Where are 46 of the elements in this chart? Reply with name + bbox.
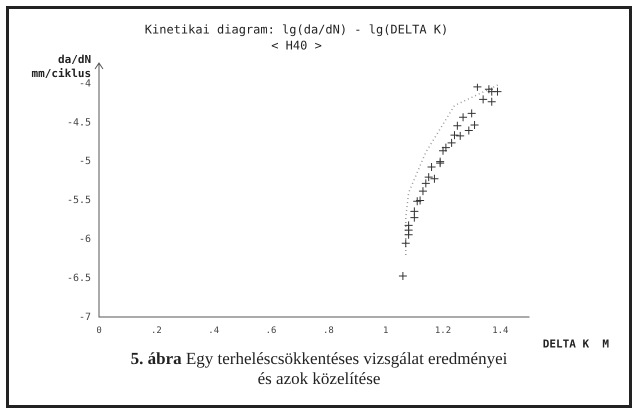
point bbox=[464, 126, 474, 135]
y-tick-label: -6.5 bbox=[66, 272, 92, 284]
text: 5. ábra Egy terheléscsökkentéses vizsgálat eredményei és azok közelítése bbox=[130, 349, 508, 389]
point bbox=[467, 108, 476, 118]
y-tick-label: -4.5 bbox=[66, 117, 92, 128]
chart-subtitle: < H40 > bbox=[271, 38, 322, 53]
x-tick-label: .8 bbox=[322, 326, 334, 336]
y-tick-label: -5 bbox=[79, 156, 92, 168]
point bbox=[452, 121, 462, 130]
x-tick-label: .6 bbox=[266, 326, 276, 336]
x-tick-label: 0 bbox=[96, 326, 102, 336]
x-tick-label: 1.2 bbox=[434, 326, 452, 336]
y-tick-label: -6 bbox=[79, 234, 92, 245]
point bbox=[492, 87, 502, 96]
point bbox=[458, 112, 468, 122]
x-tick-label: .2 bbox=[150, 326, 162, 336]
chart-title: Kinetikai diagram: lg(da/dN) - lg(DELTA K) bbox=[144, 22, 448, 36]
y-tick-label: -4 bbox=[79, 78, 92, 90]
point bbox=[410, 213, 419, 222]
point bbox=[487, 97, 496, 106]
y-tick-label: -7 bbox=[79, 312, 92, 323]
point bbox=[398, 271, 408, 280]
x-tick-label: 1.4 bbox=[492, 326, 508, 336]
point bbox=[484, 84, 494, 94]
point bbox=[416, 196, 425, 205]
y-axis-title: da/dN mm/ciklus bbox=[31, 53, 92, 80]
point bbox=[450, 130, 459, 140]
point bbox=[421, 178, 430, 188]
point bbox=[427, 162, 436, 172]
point bbox=[441, 143, 450, 152]
point bbox=[438, 146, 448, 156]
x-axis-title: DELTA K M bbox=[542, 338, 610, 351]
point bbox=[470, 120, 480, 130]
point bbox=[410, 206, 419, 216]
x-tick-label: 1 bbox=[382, 326, 388, 336]
y-tick-label: -5.5 bbox=[66, 195, 92, 206]
point bbox=[418, 186, 428, 196]
point bbox=[487, 87, 496, 96]
point bbox=[404, 230, 414, 240]
point bbox=[472, 84, 482, 92]
point bbox=[447, 138, 456, 148]
point bbox=[412, 196, 422, 206]
x-tick-label: .4 bbox=[208, 326, 220, 336]
point bbox=[478, 94, 488, 104]
point bbox=[456, 131, 465, 140]
point bbox=[401, 238, 410, 248]
